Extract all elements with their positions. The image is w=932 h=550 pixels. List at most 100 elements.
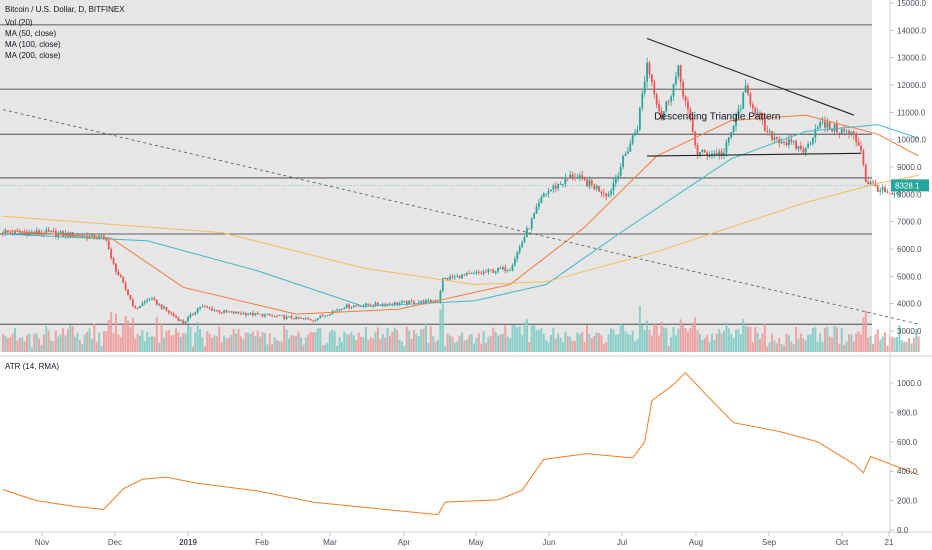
candle-body[interactable] xyxy=(278,315,281,317)
candle-body[interactable] xyxy=(115,263,117,272)
candle-body[interactable] xyxy=(177,317,180,321)
candle-body[interactable] xyxy=(244,313,247,316)
candle-body[interactable] xyxy=(261,313,264,317)
candle-body[interactable] xyxy=(586,179,588,187)
atr-line[interactable] xyxy=(2,371,919,516)
candle-body[interactable] xyxy=(891,193,894,195)
candle-body[interactable] xyxy=(571,174,574,178)
candle-body[interactable] xyxy=(453,276,456,278)
candle-body[interactable] xyxy=(107,240,110,250)
candle-body[interactable] xyxy=(441,277,444,292)
candle-body[interactable] xyxy=(501,267,504,270)
candle-body[interactable] xyxy=(444,277,447,279)
candle-body[interactable] xyxy=(273,315,276,317)
candle-body[interactable] xyxy=(213,310,216,311)
candle-body[interactable] xyxy=(187,317,189,322)
candle-body[interactable] xyxy=(530,218,533,229)
candle-body[interactable] xyxy=(739,108,742,110)
candle-body[interactable] xyxy=(420,300,423,303)
candle-body[interactable] xyxy=(401,301,403,304)
candle-body[interactable] xyxy=(189,314,192,318)
candle-body[interactable] xyxy=(309,319,312,321)
candle-body[interactable] xyxy=(566,177,569,179)
candle-body[interactable] xyxy=(763,120,766,131)
candle-body[interactable] xyxy=(35,230,38,234)
candle-body[interactable] xyxy=(494,271,497,273)
candle-body[interactable] xyxy=(465,273,468,275)
candle-body[interactable] xyxy=(730,132,733,138)
candle-body[interactable] xyxy=(864,164,867,183)
candle-body[interactable] xyxy=(93,233,96,239)
candle-body[interactable] xyxy=(708,155,711,157)
candle-body[interactable] xyxy=(165,306,168,311)
candle-body[interactable] xyxy=(336,310,338,311)
candle-body[interactable] xyxy=(52,230,55,232)
candle-body[interactable] xyxy=(504,267,507,272)
candle-body[interactable] xyxy=(100,235,103,237)
triangle-base-line[interactable] xyxy=(647,152,861,157)
candle-body[interactable] xyxy=(417,302,420,304)
candle-body[interactable] xyxy=(143,301,146,304)
candle-body[interactable] xyxy=(850,131,853,134)
candle-body[interactable] xyxy=(689,109,692,119)
candle-body[interactable] xyxy=(884,187,886,192)
candle-body[interactable] xyxy=(357,305,360,307)
candle-body[interactable] xyxy=(218,310,221,313)
candle-body[interactable] xyxy=(550,189,552,192)
candle-body[interactable] xyxy=(475,272,478,273)
candle-body[interactable] xyxy=(26,232,28,236)
moving-average-line[interactable] xyxy=(2,174,919,286)
candle-body[interactable] xyxy=(646,62,648,82)
candle-body[interactable] xyxy=(71,232,74,238)
candle-body[interactable] xyxy=(88,235,91,239)
candle-body[interactable] xyxy=(316,318,319,321)
candle-body[interactable] xyxy=(232,311,235,314)
candle-body[interactable] xyxy=(456,275,459,277)
candle-body[interactable] xyxy=(631,135,634,144)
candle-body[interactable] xyxy=(819,121,822,128)
candle-body[interactable] xyxy=(146,299,149,302)
candle-body[interactable] xyxy=(45,229,48,235)
candle-body[interactable] xyxy=(191,314,194,315)
candle-body[interactable] xyxy=(340,309,343,310)
candle-body[interactable] xyxy=(744,85,747,93)
candle-body[interactable] xyxy=(112,258,115,264)
candle-body[interactable] xyxy=(201,306,204,308)
candle-body[interactable] xyxy=(602,192,605,194)
candle-body[interactable] xyxy=(679,65,682,83)
candle-body[interactable] xyxy=(821,121,824,123)
candle-body[interactable] xyxy=(314,320,317,322)
candle-body[interactable] xyxy=(869,182,872,184)
candle-body[interactable] xyxy=(396,302,399,305)
candle-body[interactable] xyxy=(367,303,370,306)
candle-body[interactable] xyxy=(598,186,600,192)
candle-body[interactable] xyxy=(667,101,670,103)
candle-body[interactable] xyxy=(170,312,173,314)
candle-body[interactable] xyxy=(809,143,812,145)
candle-body[interactable] xyxy=(240,313,242,315)
candle-body[interactable] xyxy=(172,313,175,316)
candle-body[interactable] xyxy=(545,193,548,195)
candle-body[interactable] xyxy=(540,197,543,203)
candle-body[interactable] xyxy=(824,121,826,128)
candle-body[interactable] xyxy=(148,299,151,300)
candle-body[interactable] xyxy=(771,130,773,140)
candle-body[interactable] xyxy=(497,268,499,272)
candle-body[interactable] xyxy=(713,153,716,154)
candle-body[interactable] xyxy=(124,282,127,290)
candle-body[interactable] xyxy=(91,233,93,236)
candle-body[interactable] xyxy=(838,132,841,134)
candle-body[interactable] xyxy=(775,137,778,139)
candle-body[interactable] xyxy=(845,130,848,132)
candle-body[interactable] xyxy=(711,153,713,156)
candle-body[interactable] xyxy=(562,183,564,185)
candle-body[interactable] xyxy=(521,242,524,247)
candle-body[interactable] xyxy=(285,316,288,319)
candle-body[interactable] xyxy=(254,313,257,316)
candle-body[interactable] xyxy=(151,298,153,300)
candle-body[interactable] xyxy=(489,269,492,271)
candle-body[interactable] xyxy=(321,315,324,317)
candle-body[interactable] xyxy=(526,228,528,238)
candle-body[interactable] xyxy=(50,230,52,232)
candle-body[interactable] xyxy=(807,143,810,148)
